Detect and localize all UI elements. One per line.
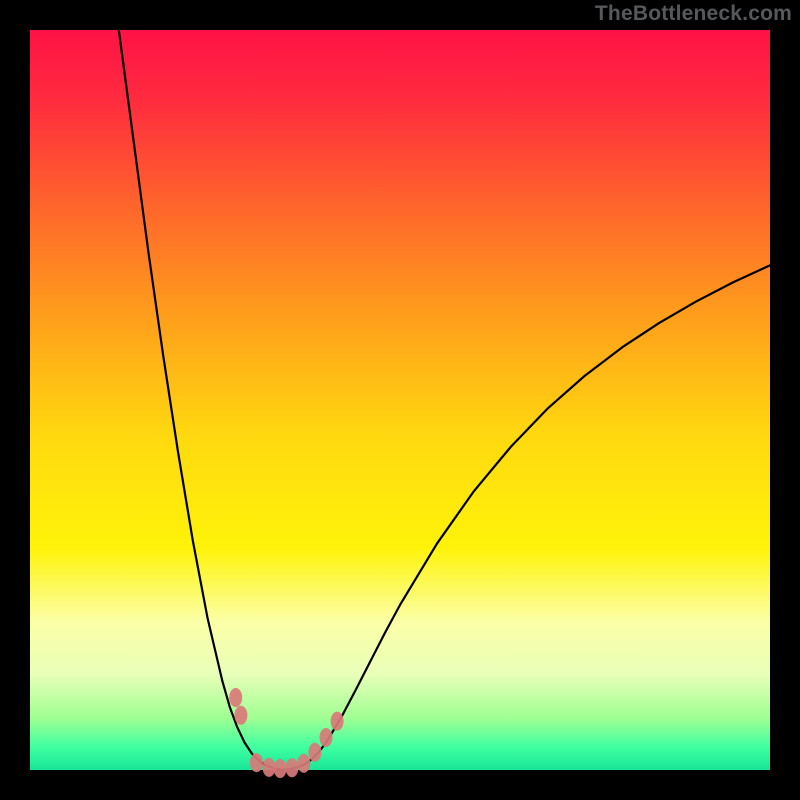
chart-frame: TheBottleneck.com: [0, 0, 800, 800]
data-marker: [274, 759, 287, 778]
data-marker: [320, 728, 333, 747]
data-marker: [308, 743, 321, 762]
data-marker: [234, 706, 247, 725]
data-marker: [285, 758, 298, 777]
watermark-text: TheBottleneck.com: [595, 2, 792, 26]
data-marker: [250, 753, 263, 772]
data-marker: [263, 758, 276, 777]
data-marker: [331, 712, 344, 731]
data-marker: [229, 688, 242, 707]
data-marker: [297, 754, 310, 773]
chart-svg-layer: [0, 0, 800, 800]
plot-background: [30, 30, 770, 770]
